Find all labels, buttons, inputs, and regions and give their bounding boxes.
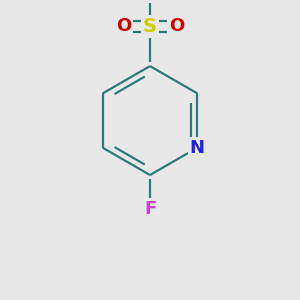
Text: S: S xyxy=(143,17,157,36)
Text: N: N xyxy=(190,139,205,157)
Text: O: O xyxy=(116,17,131,35)
Text: F: F xyxy=(144,200,156,218)
Text: O: O xyxy=(169,17,184,35)
